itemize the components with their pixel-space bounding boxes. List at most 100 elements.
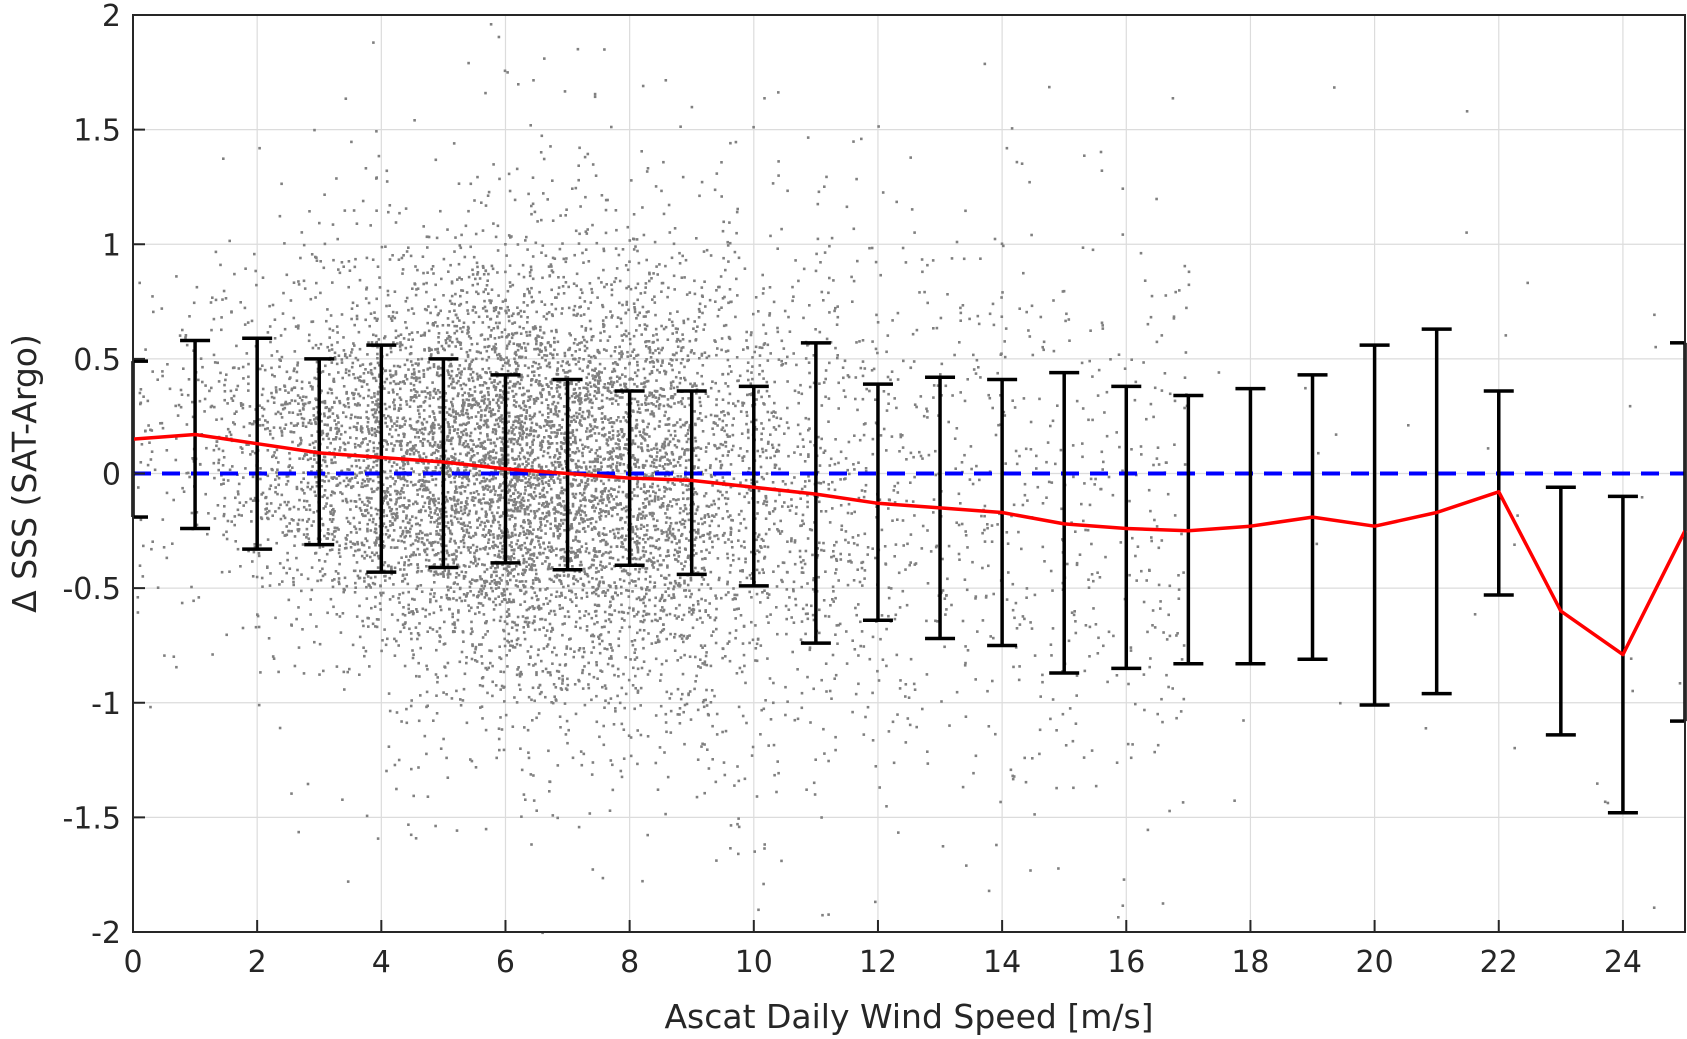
scatter-point xyxy=(658,351,661,355)
scatter-point xyxy=(497,336,501,339)
scatter-point xyxy=(222,514,226,518)
scatter-point xyxy=(506,381,510,385)
scatter-point xyxy=(663,444,667,448)
scatter-point xyxy=(785,421,789,424)
scatter-point xyxy=(333,419,336,422)
scatter-point xyxy=(695,237,698,240)
scatter-point xyxy=(389,350,393,354)
scatter-point xyxy=(403,423,406,426)
scatter-point xyxy=(285,503,289,507)
scatter-point xyxy=(1107,630,1111,634)
scatter-point xyxy=(285,370,289,374)
scatter-point xyxy=(322,669,325,673)
scatter-point xyxy=(853,648,857,651)
scatter-point xyxy=(360,554,364,558)
scatter-point xyxy=(375,408,378,411)
scatter-point xyxy=(406,442,410,445)
scatter-point xyxy=(630,497,634,501)
scatter-point xyxy=(622,757,626,760)
scatter-point xyxy=(700,575,704,579)
scatter-point xyxy=(407,603,410,607)
scatter-point xyxy=(607,701,610,705)
scatter-point xyxy=(1465,231,1468,234)
scatter-point xyxy=(344,484,348,488)
scatter-point xyxy=(279,503,282,507)
scatter-point xyxy=(473,403,476,406)
scatter-point xyxy=(720,428,723,431)
scatter-point xyxy=(450,697,454,700)
scatter-point xyxy=(421,255,425,258)
scatter-point xyxy=(469,758,472,761)
scatter-point xyxy=(463,391,467,395)
scatter-point xyxy=(591,460,594,464)
scatter-point xyxy=(450,498,453,501)
scatter-point xyxy=(548,671,552,674)
scatter-point xyxy=(658,425,661,428)
scatter-point xyxy=(578,407,582,410)
scatter-point xyxy=(669,312,672,315)
scatter-point xyxy=(261,585,264,588)
scatter-point xyxy=(476,175,479,179)
scatter-point xyxy=(546,502,549,506)
scatter-point xyxy=(906,717,910,720)
scatter-point xyxy=(661,593,664,597)
scatter-point xyxy=(922,414,926,418)
scatter-point xyxy=(632,302,636,305)
scatter-point xyxy=(442,257,446,261)
scatter-point xyxy=(864,483,868,487)
scatter-point xyxy=(231,399,235,402)
scatter-point xyxy=(433,520,436,524)
scatter-point xyxy=(433,592,436,595)
scatter-point xyxy=(757,533,761,537)
scatter-point xyxy=(184,334,188,337)
scatter-point xyxy=(666,549,670,552)
scatter-point xyxy=(274,389,278,392)
scatter-point xyxy=(582,386,585,390)
scatter-point xyxy=(664,325,668,329)
scatter-point xyxy=(270,391,273,395)
scatter-point xyxy=(673,553,676,557)
scatter-point xyxy=(697,307,701,311)
scatter-point xyxy=(745,721,748,725)
scatter-point xyxy=(521,580,524,583)
scatter-point xyxy=(498,497,501,500)
scatter-point xyxy=(473,385,477,389)
scatter-point xyxy=(1049,643,1053,646)
scatter-point xyxy=(832,600,835,603)
scatter-point xyxy=(537,648,540,651)
scatter-point xyxy=(136,611,140,614)
scatter-point xyxy=(508,189,512,193)
scatter-point xyxy=(500,440,504,444)
scatter-point xyxy=(561,418,564,421)
scatter-point xyxy=(806,617,810,621)
scatter-point xyxy=(359,364,362,368)
scatter-point xyxy=(709,413,713,417)
scatter-point xyxy=(734,404,737,408)
scatter-point xyxy=(562,369,565,372)
scatter-point xyxy=(800,392,804,396)
scatter-point xyxy=(586,446,590,449)
scatter-point xyxy=(717,524,720,528)
scatter-point xyxy=(739,481,742,484)
scatter-point xyxy=(622,545,625,549)
scatter-point xyxy=(551,814,555,817)
scatter-point xyxy=(551,566,554,569)
scatter-point xyxy=(394,336,398,339)
scatter-point xyxy=(637,610,640,614)
scatter-point xyxy=(511,620,514,624)
scatter-point xyxy=(963,399,967,403)
scatter-point xyxy=(885,350,888,354)
scatter-point xyxy=(576,47,580,51)
scatter-point xyxy=(306,458,310,462)
scatter-point xyxy=(614,707,617,710)
scatter-point xyxy=(932,384,936,387)
scatter-point xyxy=(381,639,384,642)
scatter-point xyxy=(622,611,626,614)
scatter-point xyxy=(671,324,675,327)
scatter-point xyxy=(699,666,702,669)
scatter-point xyxy=(558,578,561,582)
scatter-point xyxy=(323,242,327,246)
scatter-point xyxy=(532,374,536,377)
scatter-point xyxy=(395,500,398,504)
scatter-point xyxy=(507,411,511,415)
